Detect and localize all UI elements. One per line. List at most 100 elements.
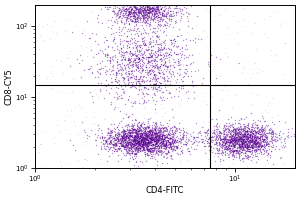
Point xyxy=(147,11,152,14)
Point xyxy=(168,147,173,150)
Point xyxy=(161,130,166,133)
Point xyxy=(259,152,264,155)
Point xyxy=(179,45,184,48)
Point xyxy=(119,136,124,140)
Point xyxy=(152,143,156,147)
Point xyxy=(130,59,135,62)
Point xyxy=(129,84,134,87)
Point xyxy=(158,16,163,20)
Point xyxy=(117,71,122,74)
Point xyxy=(171,144,176,147)
Point xyxy=(146,14,150,17)
Point xyxy=(238,135,242,138)
Point xyxy=(132,143,137,146)
Point xyxy=(215,151,220,155)
Point xyxy=(136,7,141,10)
Point xyxy=(240,134,245,137)
Point xyxy=(118,67,123,70)
Point xyxy=(237,137,242,140)
Point xyxy=(141,11,146,14)
Point xyxy=(127,134,131,137)
Point xyxy=(242,145,247,148)
Point xyxy=(135,132,140,135)
Point xyxy=(132,60,137,63)
Point xyxy=(240,144,245,148)
Point xyxy=(262,142,266,145)
Point xyxy=(240,149,245,152)
Point xyxy=(253,139,258,142)
Point xyxy=(159,127,164,130)
Point xyxy=(255,140,260,144)
Point xyxy=(136,12,141,15)
Point xyxy=(153,129,158,132)
Point xyxy=(156,134,161,137)
Point xyxy=(140,137,145,140)
Point xyxy=(201,137,206,140)
Point xyxy=(140,46,145,50)
Point xyxy=(259,133,264,136)
Point xyxy=(150,153,155,156)
Point xyxy=(269,96,274,100)
Point xyxy=(253,149,258,152)
Point xyxy=(76,132,81,135)
Point xyxy=(121,54,126,57)
Point xyxy=(86,67,91,71)
Point xyxy=(61,72,65,75)
Point xyxy=(212,132,217,135)
Point xyxy=(232,134,236,137)
Point xyxy=(158,16,163,19)
Point xyxy=(229,134,233,137)
Point xyxy=(168,143,173,146)
Point xyxy=(253,62,258,65)
Point xyxy=(118,8,123,12)
Point xyxy=(233,131,238,134)
Point xyxy=(148,55,153,58)
Point xyxy=(237,142,242,146)
Point xyxy=(104,56,109,59)
Point xyxy=(247,141,252,144)
Point xyxy=(164,140,169,144)
Point xyxy=(209,140,214,143)
Point xyxy=(219,154,224,157)
Point xyxy=(116,8,121,11)
Point xyxy=(126,98,131,101)
Point xyxy=(262,149,266,152)
Point xyxy=(123,129,128,133)
Point xyxy=(142,139,146,142)
Point xyxy=(152,17,157,20)
Point xyxy=(252,128,257,131)
Point xyxy=(158,151,163,154)
Point xyxy=(259,135,263,138)
Point xyxy=(253,138,258,141)
Point xyxy=(241,137,246,141)
Point xyxy=(137,143,142,147)
Point xyxy=(146,130,151,133)
Point xyxy=(154,5,159,8)
Point xyxy=(149,147,154,150)
Point xyxy=(128,134,133,137)
Point xyxy=(161,129,166,132)
Point xyxy=(141,137,146,140)
Point xyxy=(237,142,242,146)
Point xyxy=(122,131,127,134)
Point xyxy=(165,161,170,165)
Point xyxy=(153,41,158,44)
Point xyxy=(172,13,177,17)
Point xyxy=(208,140,213,143)
Point xyxy=(248,132,253,136)
Point xyxy=(169,14,173,17)
Point xyxy=(129,5,134,8)
Point xyxy=(139,138,144,141)
Point xyxy=(144,66,149,69)
Point xyxy=(81,128,86,131)
Point xyxy=(85,158,89,161)
Point xyxy=(257,139,262,142)
Point xyxy=(116,128,121,132)
Point xyxy=(259,125,263,128)
Point xyxy=(129,142,134,145)
Point xyxy=(133,52,137,55)
Point xyxy=(224,122,228,125)
Point xyxy=(122,131,126,135)
Point xyxy=(224,142,229,145)
Point xyxy=(205,140,210,143)
